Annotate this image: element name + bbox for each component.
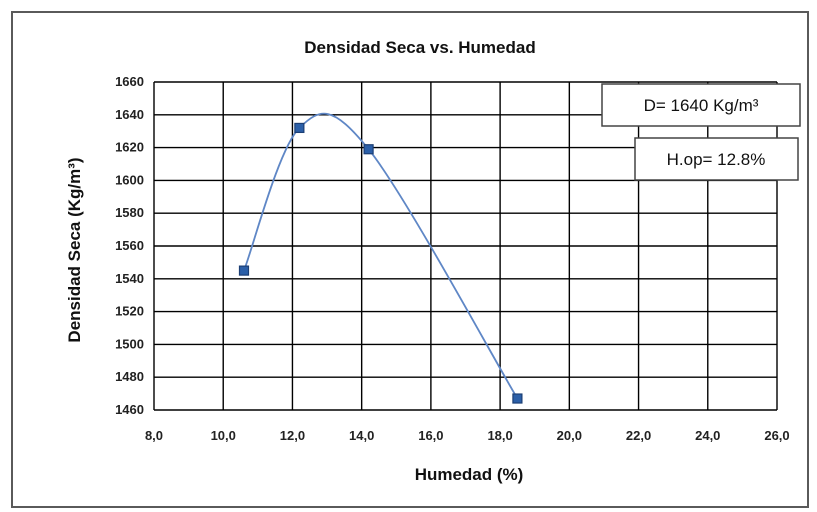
x-tick-label: 22,0 — [626, 428, 651, 443]
x-tick-label: 16,0 — [418, 428, 443, 443]
y-tick-label: 1460 — [115, 402, 144, 417]
y-tick-label: 1580 — [115, 205, 144, 220]
annotation-optimum-humidity-text: H.op= 12.8% — [667, 150, 766, 169]
x-axis-label: Humedad (%) — [415, 465, 524, 484]
y-tick-label: 1620 — [115, 140, 144, 155]
x-tick-label: 20,0 — [557, 428, 582, 443]
x-tick-label: 26,0 — [764, 428, 789, 443]
y-tick-label: 1600 — [115, 172, 144, 187]
annotation-density-text: D= 1640 Kg/m³ — [644, 96, 759, 115]
y-tick-label: 1500 — [115, 336, 144, 351]
data-point — [363, 144, 374, 155]
x-tick-label: 12,0 — [280, 428, 305, 443]
y-axis-label: Densidad Seca (Kg/m³) — [65, 157, 84, 342]
data-point — [294, 122, 305, 134]
y-tick-label: 1540 — [115, 271, 144, 286]
annotation-optimum-humidity: H.op= 12.8% — [634, 137, 799, 181]
x-tick-label: 10,0 — [211, 428, 236, 443]
x-tick-label: 24,0 — [695, 428, 720, 443]
y-tick-label: 1560 — [115, 238, 144, 253]
data-point — [238, 265, 250, 276]
data-point — [512, 393, 523, 404]
trendline — [243, 112, 519, 399]
y-tick-label: 1640 — [115, 107, 144, 122]
x-tick-label: 14,0 — [349, 428, 374, 443]
y-tick-label: 1660 — [115, 74, 144, 89]
y-tick-labels: 1460 1480 1500 1520 1540 1560 1580 1600 1620 1640… — [115, 74, 144, 417]
x-tick-label: 8,0 — [145, 428, 163, 443]
chart-grid — [153, 81, 778, 411]
chart-title: Densidad Seca vs. Humedad — [304, 38, 535, 57]
x-tick-labels: 8,0 10,0 12,0 14,0 16,0 18,0 20,0 22,0 24,0 26,0 — [145, 428, 790, 443]
annotation-density: D= 1640 Kg/m³ — [601, 83, 801, 127]
y-tick-label: 1480 — [115, 369, 144, 384]
x-tick-label: 18,0 — [487, 428, 512, 443]
data-points — [238, 122, 523, 404]
y-tick-label: 1520 — [115, 304, 144, 319]
